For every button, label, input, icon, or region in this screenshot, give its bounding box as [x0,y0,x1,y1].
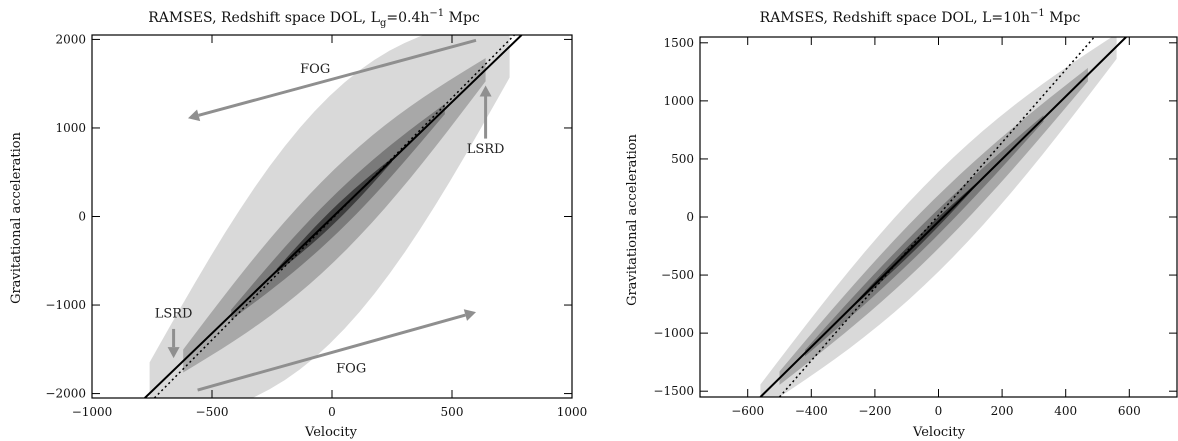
right-panel-y-tick-label: 1500 [663,36,694,50]
left-panel-y-label: Gravitational acceleration [9,131,24,303]
right-panel-x-tick-label: −400 [795,404,828,418]
left-panel-x-tick-label: −500 [196,405,229,419]
right-panel-y-label: Gravitational acceleration [625,133,640,305]
left-panel-y-tick-label: 0 [78,210,86,224]
left-panel-annotation-label-0: FOG [300,62,330,77]
right-panel-y-tick-label: 1000 [663,94,694,108]
right-panel-solid-line [759,37,1127,397]
left-panel-annotation-arrowhead-0 [188,109,201,122]
right-panel-x-tick-label: 0 [935,404,943,418]
left-panel-y-tick-label: 1000 [55,121,86,135]
right-panel-x-tick-label: −200 [858,404,891,418]
left-panel-dotted-line [153,35,515,398]
left-panel-annotation-arrow-3 [197,313,466,392]
left-panel-y-tick-label: −1000 [45,298,86,312]
right-panel-y-tick-label: 0 [686,210,694,224]
right-panel-y-tick-label: −1500 [653,384,694,398]
right-panel-plot-area [759,37,1127,397]
left-panel-x-tick-label: 0 [328,405,336,419]
left-panel-y-tick-label: −2000 [45,387,86,401]
right-panel-title: RAMSES, Redshift space DOL, L=10h−1 Mpc [760,8,1081,26]
right-panel-x-label: Velocity [912,425,966,440]
right-panel-y-tick-label: −500 [661,268,694,282]
left-panel-annotation-label-2: LSRD [155,306,193,321]
left-panel-x-tick-label: −1000 [72,405,113,419]
left-panel-annotation-arrowhead-1 [479,85,492,97]
left-panel-x-tick-label: 1000 [557,405,588,419]
right-panel-y-tick-label: −1000 [653,326,694,340]
left-panel-y-tick-label: 2000 [55,32,86,46]
right-panel-y-tick-label: 500 [671,152,694,166]
right-panel: RAMSES, Redshift space DOL, L=10h−1 Mpc … [625,8,1178,440]
left-panel-title: RAMSES, Redshift space DOL, Lg=0.4h−1 Mp… [148,8,480,29]
left-panel-plot-area [144,35,523,398]
right-panel-x-tick-label: 600 [1118,404,1141,418]
right-panel-x-tick-label: 200 [991,404,1014,418]
left-panel-solid-line [144,35,523,398]
left-panel: RAMSES, Redshift space DOL, Lg=0.4h−1 Mp… [9,8,587,440]
left-panel-annotation-label-3: FOG [336,361,366,376]
left-panel-annotation-arrowhead-2 [167,347,180,359]
right-panel-x-tick-label: −600 [731,404,764,418]
left-panel-annotation-arrow-0 [198,38,477,117]
left-panel-x-tick-label: 500 [441,405,464,419]
left-panel-annotation-arrowhead-3 [463,309,476,321]
left-panel-x-label: Velocity [304,425,358,440]
left-panel-annotation-label-1: LSRD [467,142,505,157]
right-panel-x-tick-label: 400 [1054,404,1077,418]
